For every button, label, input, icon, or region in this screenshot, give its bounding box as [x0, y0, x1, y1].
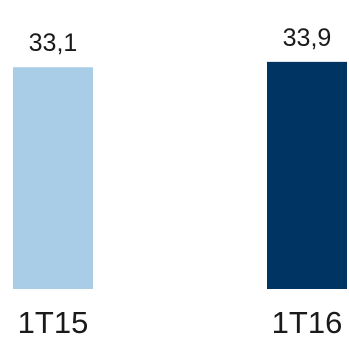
category-label-1t16: 1T16: [272, 305, 343, 340]
bar-1t15: [13, 67, 93, 289]
value-label-1t16: 33,9: [283, 24, 332, 52]
bar-1t16: [267, 61, 347, 290]
value-label-1t15: 33,1: [29, 29, 78, 57]
category-label-1t15: 1T15: [18, 305, 89, 340]
